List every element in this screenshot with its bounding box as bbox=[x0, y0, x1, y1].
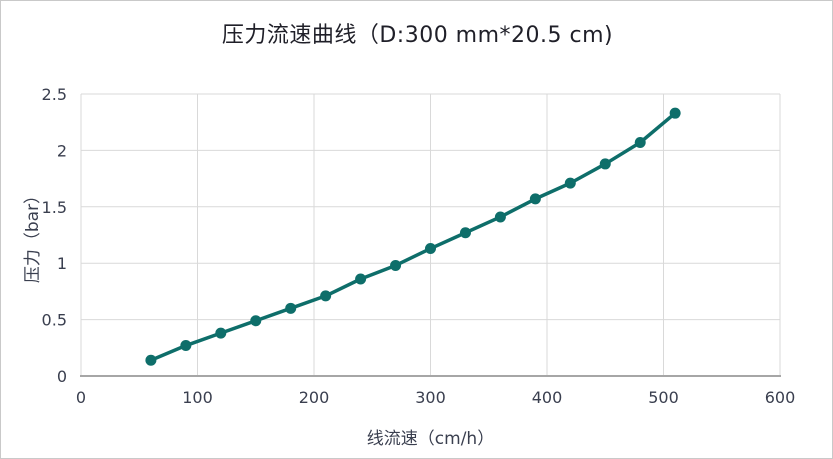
data-point bbox=[564, 177, 576, 189]
x-tick-label: 0 bbox=[76, 388, 86, 407]
data-point bbox=[425, 243, 436, 255]
y-tick-label: 0.5 bbox=[42, 311, 67, 330]
data-point bbox=[180, 340, 192, 352]
data-point bbox=[250, 315, 262, 327]
data-point bbox=[669, 107, 681, 119]
x-tick-label: 300 bbox=[415, 388, 446, 407]
chart-title: 压力流速曲线（D:300 mm*20.5 cm) bbox=[221, 23, 614, 48]
y-tick-label: 1.5 bbox=[42, 198, 67, 217]
y-tick-label: 0 bbox=[57, 367, 67, 386]
y-axis-title: 压力（bar） bbox=[23, 186, 43, 284]
data-point bbox=[320, 290, 332, 302]
data-point bbox=[529, 193, 541, 205]
x-tick-label: 500 bbox=[648, 388, 679, 407]
y-tick-label: 1 bbox=[57, 254, 67, 273]
x-tick-label: 400 bbox=[532, 388, 563, 407]
data-point bbox=[634, 137, 646, 149]
x-tick-label: 100 bbox=[182, 388, 213, 407]
data-point bbox=[145, 354, 157, 366]
y-tick-label: 2 bbox=[57, 141, 67, 160]
data-point bbox=[285, 302, 297, 314]
x-tick-label: 600 bbox=[765, 388, 796, 407]
data-point bbox=[599, 158, 611, 170]
data-point bbox=[494, 211, 506, 223]
y-tick-label: 2.5 bbox=[42, 85, 67, 104]
data-line bbox=[149, 111, 677, 362]
data-point bbox=[459, 227, 471, 239]
data-point bbox=[355, 273, 367, 285]
data-point bbox=[390, 259, 402, 271]
x-tick-label: 200 bbox=[299, 388, 330, 407]
x-axis-title: 线流速（cm/h） bbox=[366, 429, 495, 449]
data-point bbox=[215, 327, 227, 339]
